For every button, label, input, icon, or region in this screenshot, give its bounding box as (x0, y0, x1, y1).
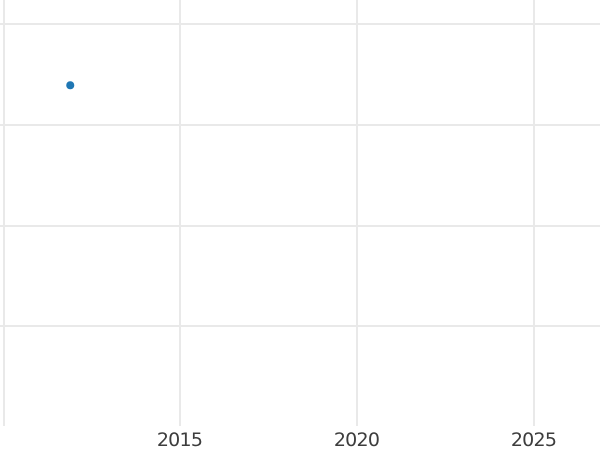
x-tick-label: 2025 (510, 429, 557, 450)
x-tick-label: 2015 (156, 429, 203, 450)
gridline-horizontal (0, 23, 600, 25)
gridline-vertical (532, 0, 535, 426)
data-point-marker[interactable] (66, 81, 74, 89)
gridline-horizontal (0, 325, 600, 327)
gridline-vertical (2, 0, 5, 426)
gridline-vertical (356, 0, 358, 426)
x-tick-label: 2020 (333, 429, 380, 450)
gridline-vertical (179, 0, 181, 426)
gridline-horizontal (0, 124, 600, 126)
gridline-horizontal (0, 225, 600, 227)
